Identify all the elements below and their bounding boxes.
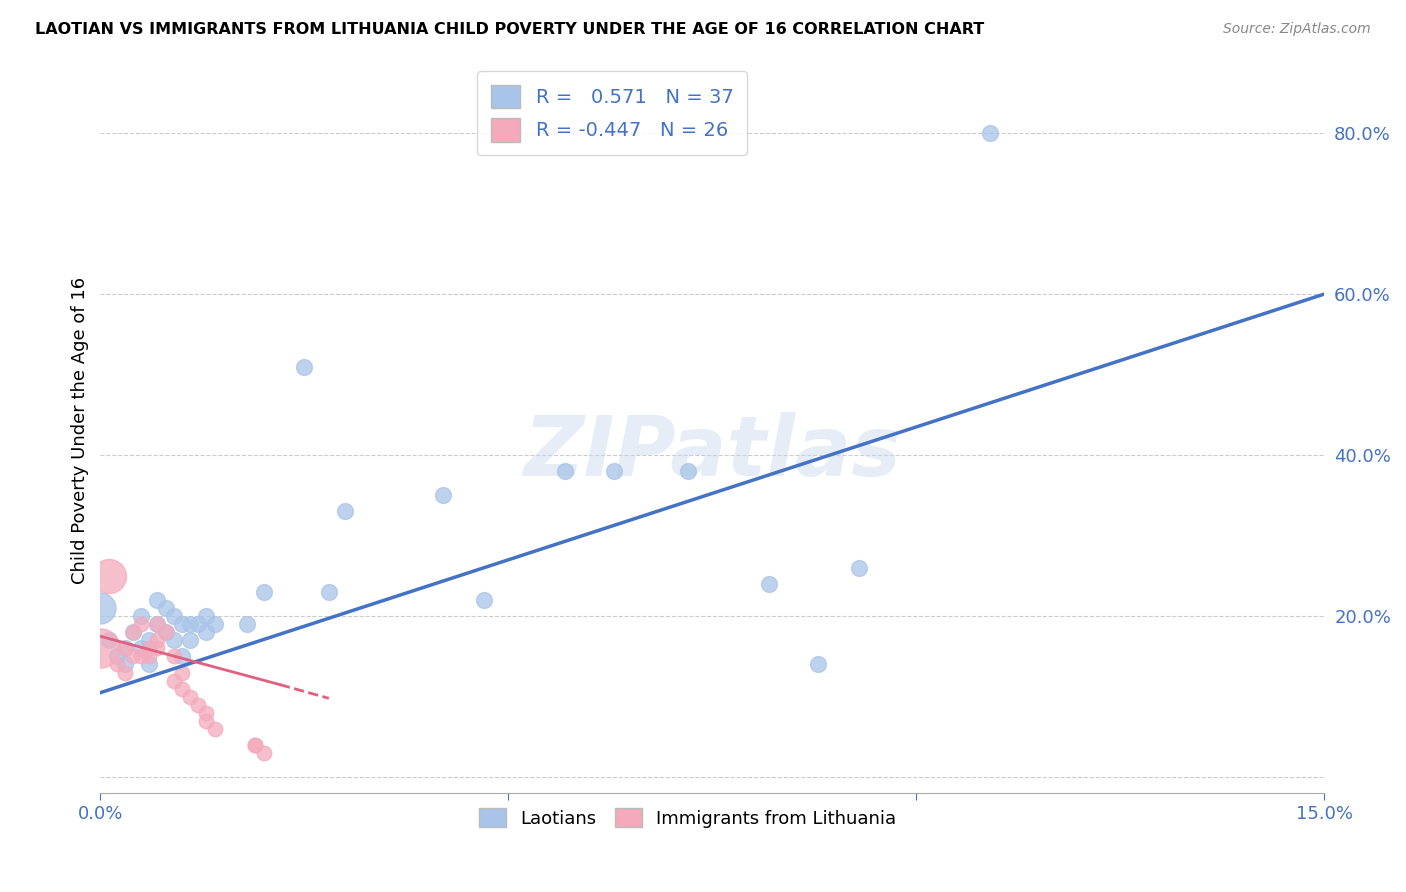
Point [195, 609, 218, 624]
Point [122, 625, 145, 640]
Point [122, 625, 145, 640]
Point [195, 625, 218, 640]
Point [114, 641, 136, 656]
Point [187, 617, 209, 632]
Point [432, 488, 454, 502]
Point [170, 681, 193, 696]
Point [807, 657, 830, 672]
Text: ZIPatlas: ZIPatlas [523, 412, 901, 493]
Point [603, 464, 626, 478]
Point [138, 641, 160, 656]
Point [318, 585, 340, 599]
Point [163, 673, 186, 688]
Point [138, 649, 160, 664]
Point [554, 464, 576, 478]
Point [138, 657, 160, 672]
Point [129, 609, 152, 624]
Point [146, 633, 169, 648]
Point [146, 641, 169, 656]
Point [179, 617, 201, 632]
Point [676, 464, 699, 478]
Point [129, 649, 152, 664]
Point [170, 617, 193, 632]
Point [170, 665, 193, 680]
Point [333, 504, 356, 518]
Point [187, 698, 209, 712]
Legend: Laotians, Immigrants from Lithuania: Laotians, Immigrants from Lithuania [472, 801, 904, 835]
Point [155, 601, 177, 615]
Point [245, 738, 267, 752]
Point [146, 617, 169, 632]
Point [179, 690, 201, 704]
Point [97, 569, 120, 583]
Point [204, 722, 226, 736]
Point [236, 617, 259, 632]
Point [170, 649, 193, 664]
Y-axis label: Child Poverty Under the Age of 16: Child Poverty Under the Age of 16 [72, 277, 89, 584]
Point [105, 649, 128, 664]
Text: LAOTIAN VS IMMIGRANTS FROM LITHUANIA CHILD POVERTY UNDER THE AGE OF 16 CORRELATI: LAOTIAN VS IMMIGRANTS FROM LITHUANIA CHI… [35, 22, 984, 37]
Point [146, 617, 169, 632]
Point [163, 649, 186, 664]
Point [129, 641, 152, 656]
Point [252, 585, 274, 599]
Point [129, 617, 152, 632]
Point [155, 625, 177, 640]
Point [146, 593, 169, 607]
Point [114, 665, 136, 680]
Point [204, 617, 226, 632]
Point [97, 633, 120, 648]
Point [122, 649, 145, 664]
Point [163, 633, 186, 648]
Point [163, 609, 186, 624]
Point [758, 577, 780, 591]
Point [114, 641, 136, 656]
Point [105, 657, 128, 672]
Point [245, 738, 267, 752]
Point [114, 657, 136, 672]
Point [155, 625, 177, 640]
Point [472, 593, 495, 607]
Point [195, 706, 218, 720]
Point [252, 746, 274, 760]
Point [848, 561, 870, 575]
Text: Source: ZipAtlas.com: Source: ZipAtlas.com [1223, 22, 1371, 37]
Point [195, 714, 218, 728]
Point [89, 641, 111, 656]
Point [89, 601, 111, 615]
Point [292, 359, 315, 374]
Point [138, 633, 160, 648]
Point [979, 126, 1001, 140]
Point [179, 633, 201, 648]
